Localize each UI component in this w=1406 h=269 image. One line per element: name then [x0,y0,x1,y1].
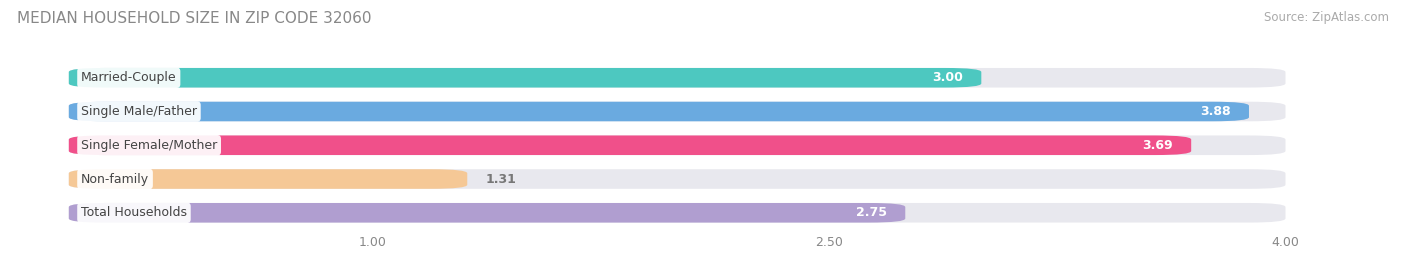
Text: 2.75: 2.75 [856,206,887,219]
Text: 3.00: 3.00 [932,71,963,84]
Text: Single Male/Father: Single Male/Father [82,105,197,118]
Text: Non-family: Non-family [82,172,149,186]
Text: 3.88: 3.88 [1201,105,1230,118]
Text: Single Female/Mother: Single Female/Mother [82,139,217,152]
Text: Total Households: Total Households [82,206,187,219]
Text: Married-Couple: Married-Couple [82,71,177,84]
Text: Source: ZipAtlas.com: Source: ZipAtlas.com [1264,11,1389,24]
FancyBboxPatch shape [69,136,1191,155]
FancyBboxPatch shape [69,68,1285,87]
FancyBboxPatch shape [69,68,981,87]
FancyBboxPatch shape [69,102,1249,121]
FancyBboxPatch shape [69,102,1285,121]
FancyBboxPatch shape [69,136,1285,155]
FancyBboxPatch shape [69,169,1285,189]
Text: MEDIAN HOUSEHOLD SIZE IN ZIP CODE 32060: MEDIAN HOUSEHOLD SIZE IN ZIP CODE 32060 [17,11,371,26]
FancyBboxPatch shape [69,203,1285,222]
Text: 1.31: 1.31 [485,172,516,186]
Text: 3.69: 3.69 [1142,139,1173,152]
FancyBboxPatch shape [69,203,905,222]
FancyBboxPatch shape [69,169,467,189]
